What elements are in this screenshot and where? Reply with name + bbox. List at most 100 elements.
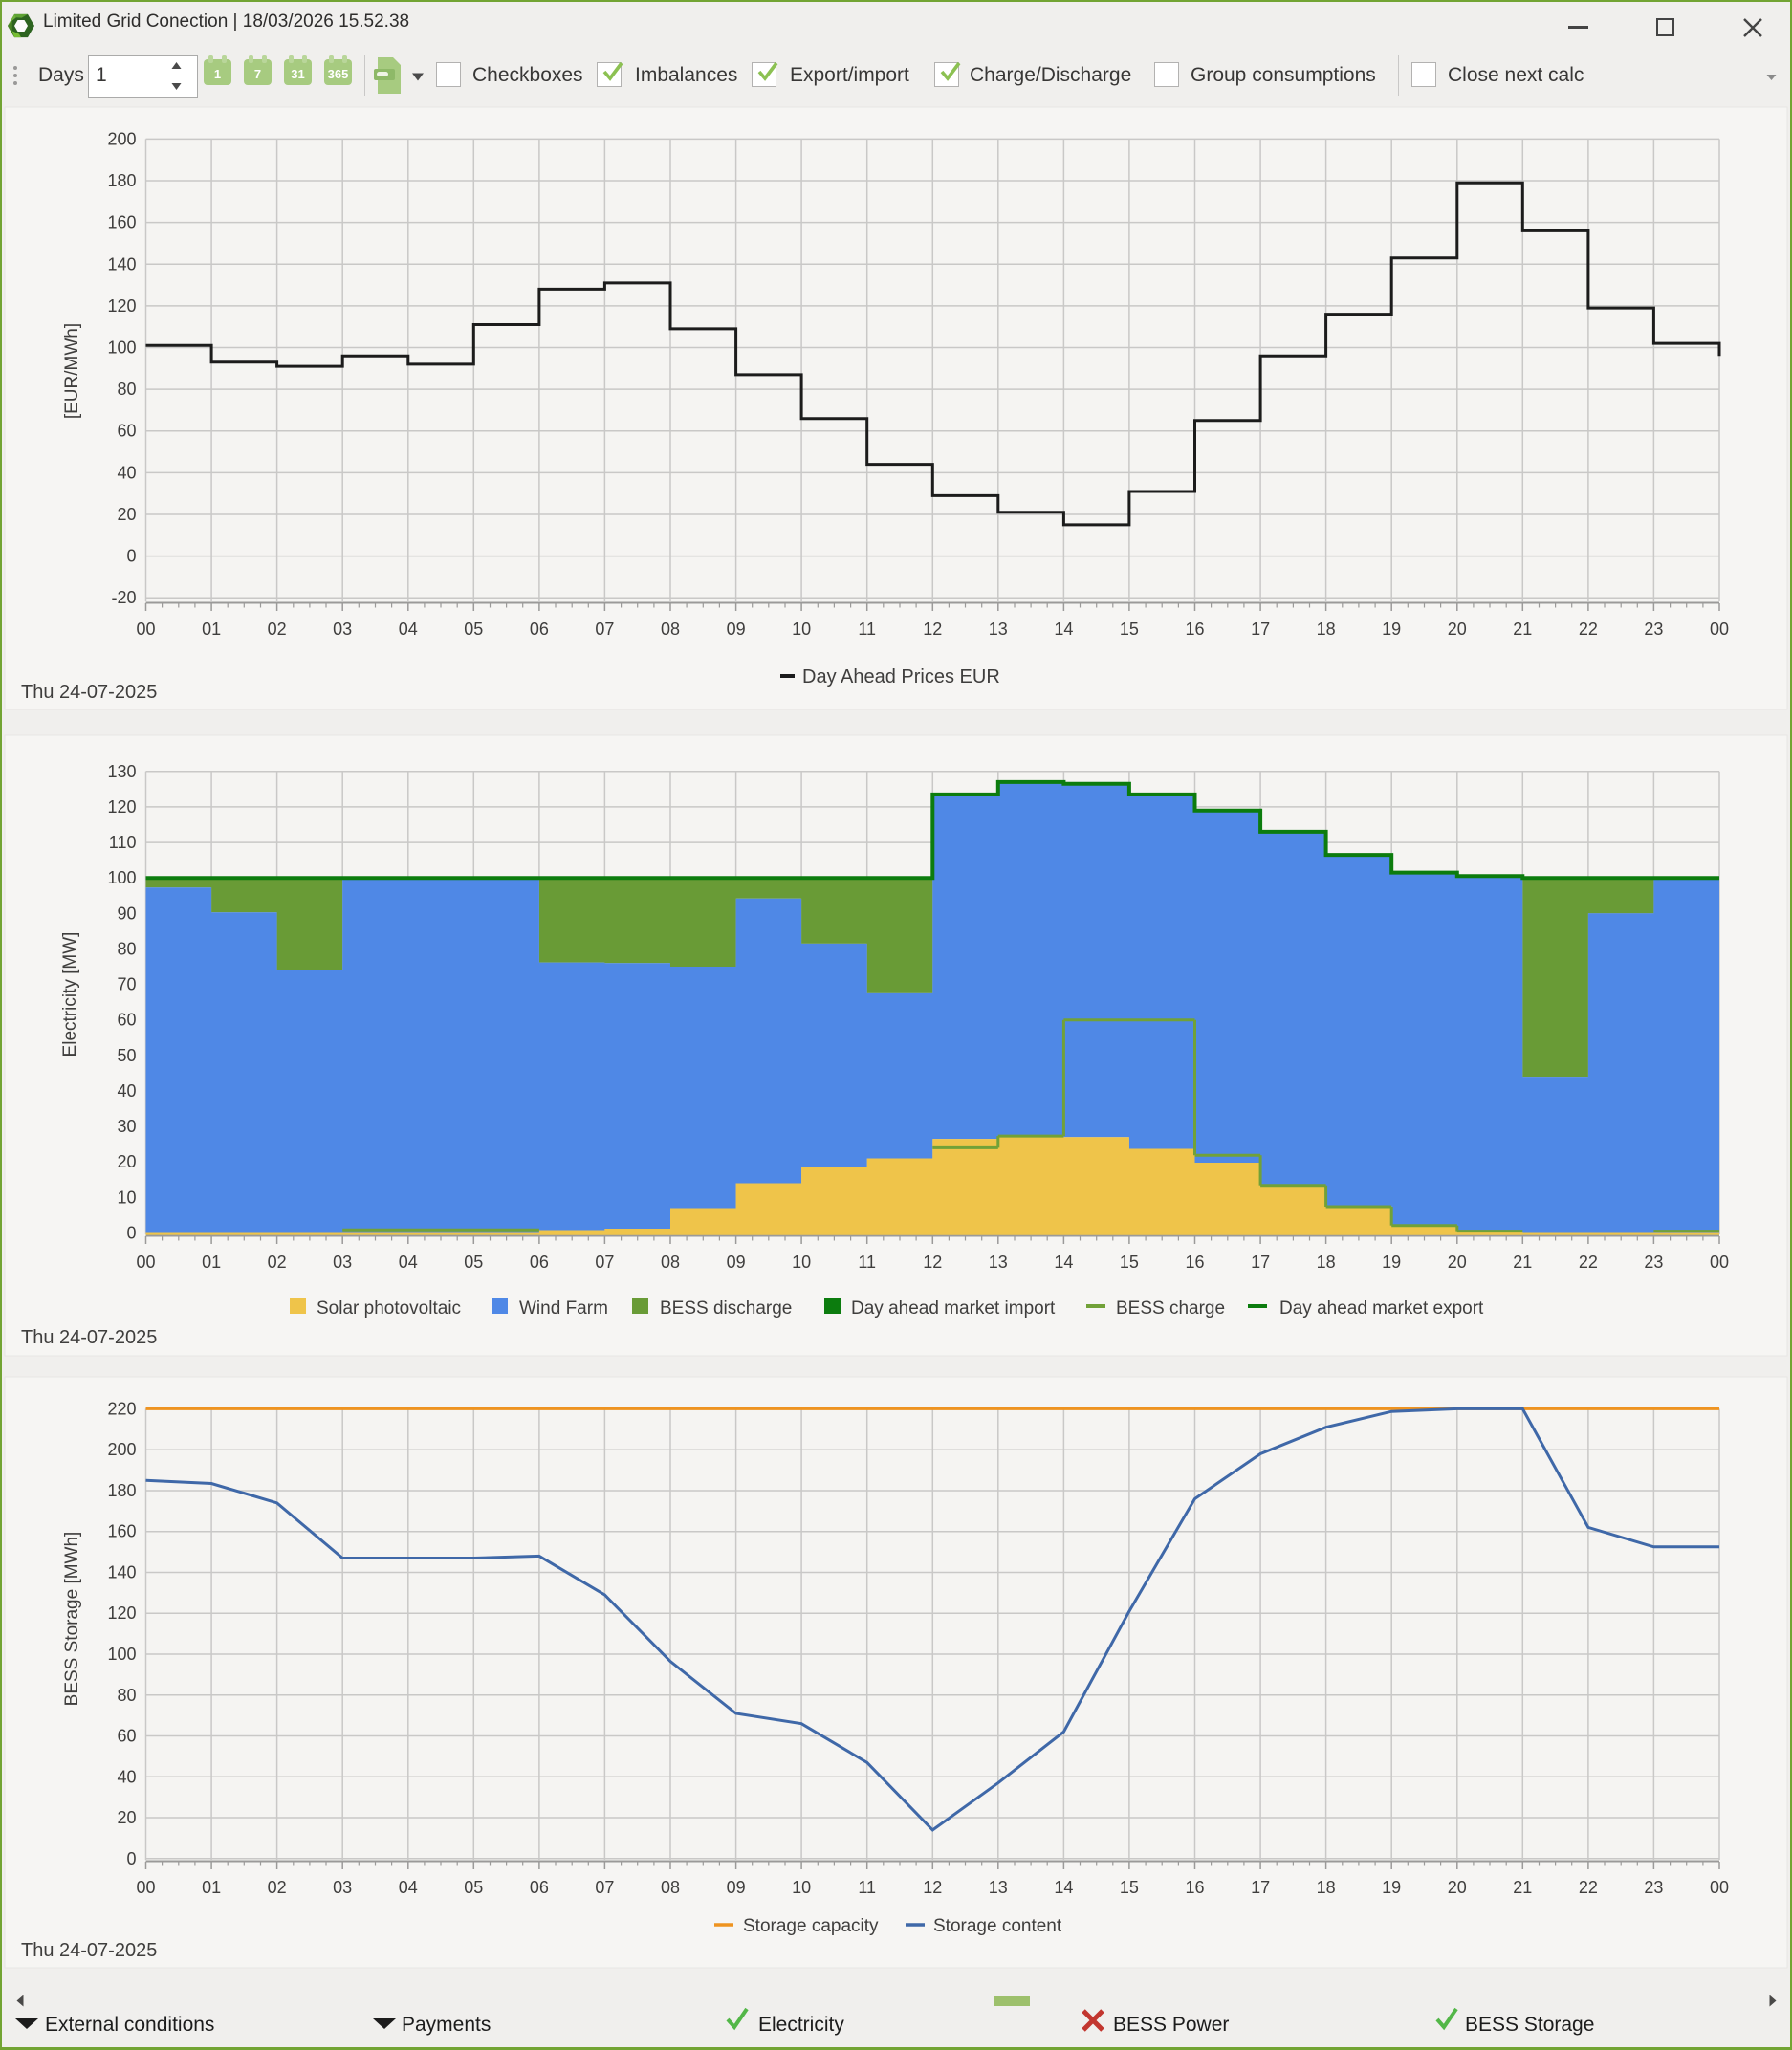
svg-text:21: 21: [1513, 1253, 1532, 1272]
svg-text:120: 120: [107, 1603, 136, 1623]
svg-text:12: 12: [923, 620, 942, 639]
svg-text:13: 13: [989, 1253, 1008, 1272]
svg-text:Storage capacity: Storage capacity: [743, 1916, 879, 1936]
svg-text:120: 120: [107, 296, 136, 316]
svg-text:180: 180: [107, 171, 136, 190]
svg-text:Wind Farm: Wind Farm: [519, 1298, 608, 1319]
svg-text:15: 15: [1120, 1253, 1139, 1272]
svg-text:20: 20: [1448, 620, 1467, 639]
svg-text:07: 07: [595, 1253, 614, 1272]
svg-text:00: 00: [136, 1253, 155, 1272]
svg-text:90: 90: [117, 904, 136, 923]
svg-text:17: 17: [1251, 1253, 1270, 1272]
svg-text:16: 16: [1185, 620, 1204, 639]
svg-text:05: 05: [464, 1878, 483, 1897]
svg-text:130: 130: [107, 762, 136, 781]
svg-text:Storage content: Storage content: [933, 1916, 1062, 1936]
svg-text:70: 70: [117, 975, 136, 994]
svg-text:Day ahead market import: Day ahead market import: [851, 1298, 1056, 1319]
svg-text:200: 200: [107, 129, 136, 148]
svg-text:08: 08: [661, 1878, 680, 1897]
svg-text:0: 0: [126, 547, 136, 566]
svg-text:50: 50: [117, 1046, 136, 1065]
svg-text:40: 40: [117, 463, 136, 482]
svg-text:00: 00: [1710, 1253, 1729, 1272]
svg-text:110: 110: [109, 833, 137, 852]
svg-text:09: 09: [727, 1878, 746, 1897]
svg-text:08: 08: [661, 620, 680, 639]
svg-text:23: 23: [1644, 1253, 1663, 1272]
svg-text:08: 08: [661, 1253, 680, 1272]
svg-text:17: 17: [1251, 1878, 1270, 1897]
svg-text:04: 04: [399, 620, 418, 639]
svg-text:06: 06: [530, 620, 549, 639]
svg-text:10: 10: [117, 1188, 136, 1207]
svg-text:19: 19: [1382, 1253, 1401, 1272]
svg-text:14: 14: [1054, 620, 1073, 639]
svg-text:BESS Storage [MWh]: BESS Storage [MWh]: [62, 1532, 82, 1707]
svg-text:200: 200: [107, 1440, 136, 1459]
svg-text:19: 19: [1382, 1878, 1401, 1897]
svg-text:100: 100: [107, 1645, 136, 1664]
svg-text:20: 20: [1448, 1253, 1467, 1272]
svg-text:22: 22: [1579, 620, 1598, 639]
svg-text:19: 19: [1382, 620, 1401, 639]
svg-text:80: 80: [117, 940, 136, 959]
svg-text:05: 05: [464, 1253, 483, 1272]
svg-text:00: 00: [136, 1878, 155, 1897]
svg-text:80: 80: [117, 380, 136, 399]
svg-text:18: 18: [1317, 620, 1336, 639]
svg-text:20: 20: [117, 1152, 136, 1171]
svg-text:-20: -20: [111, 588, 136, 607]
svg-text:20: 20: [1448, 1878, 1467, 1897]
svg-text:Electricity [MW]: Electricity [MW]: [60, 932, 80, 1058]
svg-text:14: 14: [1054, 1878, 1073, 1897]
svg-text:10: 10: [792, 1878, 811, 1897]
svg-text:15: 15: [1120, 1878, 1139, 1897]
svg-text:11: 11: [858, 1878, 876, 1897]
svg-text:07: 07: [595, 620, 614, 639]
svg-text:03: 03: [333, 620, 352, 639]
svg-text:06: 06: [530, 1878, 549, 1897]
svg-text:02: 02: [268, 620, 287, 639]
svg-text:04: 04: [399, 1878, 418, 1897]
svg-text:Day ahead market export: Day ahead market export: [1279, 1298, 1484, 1319]
svg-text:80: 80: [117, 1686, 136, 1705]
svg-text:10: 10: [792, 620, 811, 639]
svg-text:60: 60: [117, 422, 136, 441]
svg-text:21: 21: [1513, 620, 1532, 639]
svg-text:20: 20: [117, 505, 136, 524]
svg-text:40: 40: [117, 1081, 136, 1101]
svg-text:07: 07: [595, 1878, 614, 1897]
svg-text:01: 01: [202, 1878, 221, 1897]
svg-text:23: 23: [1644, 620, 1663, 639]
svg-text:11: 11: [858, 1253, 876, 1272]
svg-text:13: 13: [989, 1878, 1008, 1897]
svg-text:Thu 24-07-2025: Thu 24-07-2025: [21, 1327, 157, 1348]
svg-text:04: 04: [399, 1253, 418, 1272]
svg-text:180: 180: [107, 1481, 136, 1500]
svg-text:40: 40: [117, 1767, 136, 1786]
svg-text:05: 05: [464, 620, 483, 639]
svg-text:160: 160: [107, 1522, 136, 1541]
svg-text:01: 01: [202, 620, 221, 639]
svg-text:Solar photovoltaic: Solar photovoltaic: [317, 1298, 461, 1319]
svg-text:BESS discharge: BESS discharge: [660, 1298, 792, 1319]
svg-text:140: 140: [107, 254, 136, 273]
svg-text:220: 220: [107, 1399, 136, 1418]
svg-text:BESS charge: BESS charge: [1116, 1298, 1225, 1319]
svg-text:60: 60: [117, 1011, 136, 1030]
svg-text:22: 22: [1579, 1253, 1598, 1272]
svg-text:00: 00: [136, 620, 155, 639]
svg-text:160: 160: [107, 213, 136, 232]
svg-text:11: 11: [858, 620, 876, 639]
svg-text:01: 01: [202, 1253, 221, 1272]
svg-text:18: 18: [1317, 1253, 1336, 1272]
svg-text:0: 0: [126, 1224, 136, 1243]
svg-text:12: 12: [923, 1878, 942, 1897]
svg-text:15: 15: [1120, 620, 1139, 639]
svg-text:22: 22: [1579, 1878, 1598, 1897]
svg-text:10: 10: [792, 1253, 811, 1272]
svg-text:0: 0: [126, 1849, 136, 1868]
svg-text:02: 02: [268, 1253, 287, 1272]
